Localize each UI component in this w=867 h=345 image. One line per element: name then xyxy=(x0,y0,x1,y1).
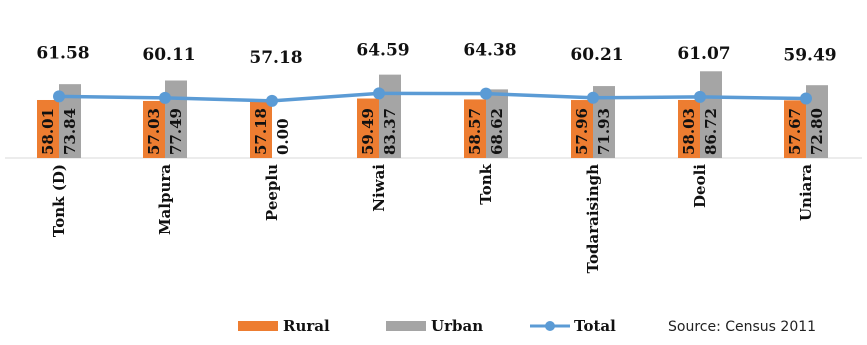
total-value-label: 64.59 xyxy=(356,40,409,60)
total-point xyxy=(159,91,171,104)
legend-marker-total xyxy=(545,321,555,331)
rural-value-label: 57.03 xyxy=(145,108,163,155)
total-value-label: 57.18 xyxy=(249,48,302,68)
rural-bar xyxy=(250,100,272,158)
total-point xyxy=(694,90,706,103)
urban-bar xyxy=(486,89,508,158)
rural-value-label: 59.49 xyxy=(359,108,377,155)
rural-bar xyxy=(678,99,700,158)
rural-bar xyxy=(464,99,486,158)
rural-value-label: 57.67 xyxy=(786,108,804,155)
rural-bar xyxy=(357,98,379,158)
total-value-label: 61.07 xyxy=(677,44,730,64)
total-value-label: 60.21 xyxy=(570,45,623,65)
total-point xyxy=(800,92,812,105)
category-label: Todaraisingh xyxy=(584,164,602,274)
total-point xyxy=(266,94,278,107)
category-label: Deoli xyxy=(691,164,709,208)
urban-value-label: 73.84 xyxy=(61,108,79,155)
total-value-label: 60.11 xyxy=(142,45,195,65)
category-label: Tonk xyxy=(477,163,495,204)
rural-bar xyxy=(37,99,59,158)
rural-bar xyxy=(143,100,165,158)
urban-bar xyxy=(806,85,828,158)
total-point xyxy=(373,87,385,100)
rural-bar xyxy=(571,100,593,158)
rural-value-label: 57.96 xyxy=(573,108,591,155)
category-label: Niwai xyxy=(370,164,388,212)
legend-label-rural: Rural xyxy=(283,317,330,335)
legend-swatch-urban xyxy=(386,321,426,331)
category-label: Malpura xyxy=(156,164,174,235)
rural-value-label: 58.01 xyxy=(39,108,57,155)
rural-value-label: 58.03 xyxy=(680,108,698,155)
urban-value-label: 83.37 xyxy=(381,108,399,155)
total-value-label: 59.49 xyxy=(783,46,836,66)
total-point xyxy=(587,91,599,104)
urban-bar xyxy=(700,71,722,158)
rural-value-label: 58.57 xyxy=(466,108,484,155)
urban-value-label: 86.72 xyxy=(702,108,720,155)
legend-label-urban: Urban xyxy=(431,317,483,335)
legend-swatch-rural xyxy=(238,321,278,331)
urban-bar xyxy=(59,84,81,158)
total-point xyxy=(480,87,492,100)
urban-value-label: 77.49 xyxy=(167,108,185,155)
category-label: Uniara xyxy=(797,164,815,221)
urban-value-label: 71.93 xyxy=(595,108,613,155)
urban-bar xyxy=(593,86,615,158)
total-value-label: 64.38 xyxy=(463,41,516,61)
total-point xyxy=(53,90,65,103)
urban-value-label: 68.62 xyxy=(488,108,506,155)
urban-value-label: 72.80 xyxy=(808,108,826,155)
total-value-label: 61.58 xyxy=(36,43,89,63)
rural-value-label: 57.18 xyxy=(252,108,270,155)
total-line xyxy=(58,91,807,103)
rural-bar xyxy=(784,100,806,158)
category-label: Peeplu xyxy=(263,164,281,221)
category-label: Tonk (D) xyxy=(50,164,68,237)
legend: Rural Urban Total xyxy=(238,317,616,335)
urban-value-label: 0.00 xyxy=(274,118,292,155)
source-note: Source: Census 2011 xyxy=(668,319,816,335)
legend-label-total: Total xyxy=(574,317,616,335)
plot-area: 58.01 73.84 Tonk (D) 57.03 77.49 Malpura 57.18… xyxy=(5,40,862,273)
